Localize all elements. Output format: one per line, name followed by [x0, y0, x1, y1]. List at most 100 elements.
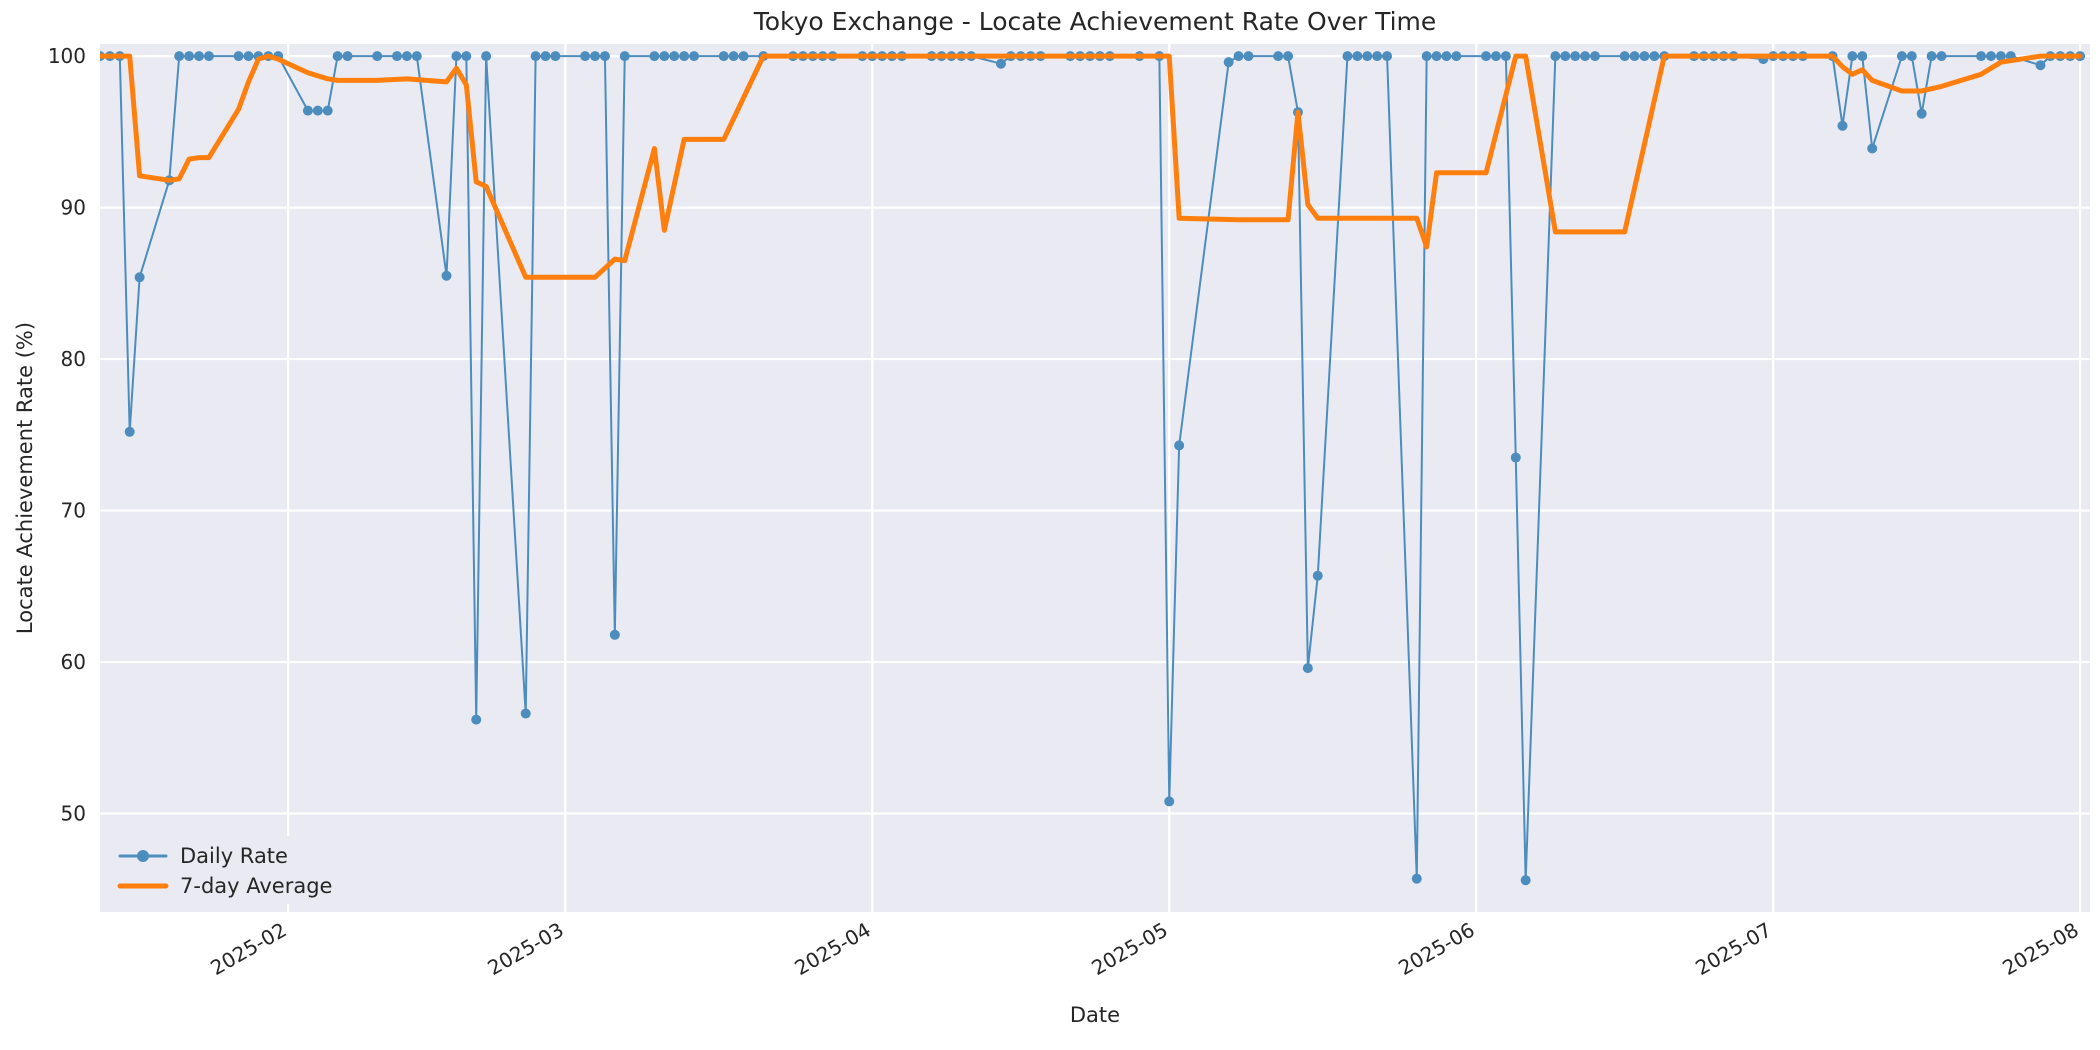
data-point-marker [372, 51, 383, 62]
data-point-marker [1490, 51, 1501, 62]
data-point-marker [233, 51, 244, 62]
data-point-marker [1352, 51, 1363, 62]
data-point-marker [1382, 51, 1393, 62]
data-point-marker [590, 51, 601, 62]
data-point-marker [1520, 875, 1531, 886]
data-point-marker [1916, 108, 1927, 119]
data-point-marker [1570, 51, 1581, 62]
data-point-marker [1273, 51, 1284, 62]
data-point-marker [689, 51, 700, 62]
data-point-marker [401, 51, 412, 62]
data-point-marker [609, 629, 620, 640]
data-point-marker [1936, 51, 1947, 62]
data-point-marker [1580, 51, 1591, 62]
series-7-day-average [100, 53, 2083, 280]
y-axis-label: Locate Achievement Rate (%) [13, 322, 37, 634]
data-point-marker [669, 51, 680, 62]
data-point-marker [1223, 57, 1234, 68]
data-point-marker [1431, 51, 1442, 62]
data-point-marker [342, 51, 353, 62]
data-point-marker [124, 426, 135, 437]
data-point-marker [659, 51, 670, 62]
data-point-marker [1510, 452, 1521, 463]
chart-legend: Daily Rate 7-day Average [108, 836, 346, 904]
legend-label: 7-day Average [180, 874, 332, 898]
data-point-marker [203, 51, 214, 62]
y-tick-label: 50 [61, 802, 86, 826]
data-point-marker [1837, 120, 1848, 131]
data-point-marker [1500, 51, 1511, 62]
data-point-marker [550, 51, 561, 62]
data-point-marker [1233, 51, 1244, 62]
y-tick-label: 70 [61, 499, 86, 523]
y-tick-label: 80 [61, 347, 86, 371]
y-tick-label: 100 [48, 44, 86, 68]
data-point-marker [540, 51, 551, 62]
data-point-marker [1976, 51, 1987, 62]
data-point-marker [649, 51, 660, 62]
legend-marker [137, 850, 149, 862]
data-point-marker [243, 51, 254, 62]
data-point-marker [1411, 873, 1422, 884]
x-axis-label: Date [1070, 1003, 1120, 1027]
data-point-marker [1550, 51, 1561, 62]
data-point-marker [194, 51, 204, 62]
data-point-marker [1164, 796, 1175, 807]
data-point-marker [174, 51, 185, 62]
data-point-marker [1847, 51, 1858, 62]
series-line [100, 53, 2083, 280]
data-point-marker [995, 58, 1006, 69]
data-point-marker [1243, 51, 1254, 62]
data-point-marker [1995, 51, 2006, 62]
data-point-marker [1639, 51, 1650, 62]
data-point-marker [1649, 51, 1660, 62]
data-point-marker [1312, 570, 1323, 581]
data-point-marker [441, 270, 452, 281]
data-point-marker [1896, 51, 1907, 62]
plot-area-background [100, 44, 2090, 912]
data-point-marker [530, 51, 541, 62]
data-point-marker [411, 51, 422, 62]
chart-title: Tokyo Exchange - Locate Achievement Rate… [753, 7, 1437, 36]
legend-label: Daily Rate [180, 844, 288, 868]
data-point-marker [461, 51, 472, 62]
data-point-marker [471, 714, 482, 725]
data-point-marker [738, 51, 749, 62]
data-point-marker [599, 51, 610, 62]
data-point-marker [451, 51, 462, 62]
data-point-marker [302, 105, 313, 116]
data-point-marker [1362, 51, 1373, 62]
data-point-marker [1174, 440, 1185, 451]
data-point-marker [619, 51, 630, 62]
data-point-marker [134, 272, 145, 283]
legend-background [108, 836, 346, 904]
data-point-marker [1629, 51, 1640, 62]
data-point-marker [1619, 51, 1630, 62]
y-tick-label: 90 [61, 196, 86, 220]
data-point-marker [718, 51, 729, 62]
data-point-marker [1302, 663, 1313, 674]
data-point-marker [1283, 51, 1294, 62]
data-point-marker [1926, 51, 1937, 62]
data-point-marker [392, 51, 403, 62]
data-point-marker [1372, 51, 1383, 62]
data-series-group [100, 51, 2086, 886]
data-point-marker [2035, 60, 2046, 71]
y-tick-label: 60 [61, 650, 86, 674]
data-point-marker [1342, 51, 1353, 62]
data-point-marker [1986, 51, 1996, 62]
data-point-marker [580, 51, 591, 62]
data-point-marker [1481, 51, 1492, 62]
data-point-marker [1560, 51, 1571, 62]
data-point-marker [1451, 51, 1462, 62]
data-point-marker [312, 105, 323, 116]
data-point-marker [1441, 51, 1452, 62]
data-point-marker [1589, 51, 1600, 62]
data-point-marker [679, 51, 690, 62]
data-point-marker [520, 708, 531, 719]
data-point-marker [1857, 51, 1868, 62]
data-point-marker [1867, 143, 1878, 154]
data-point-marker [481, 51, 492, 62]
